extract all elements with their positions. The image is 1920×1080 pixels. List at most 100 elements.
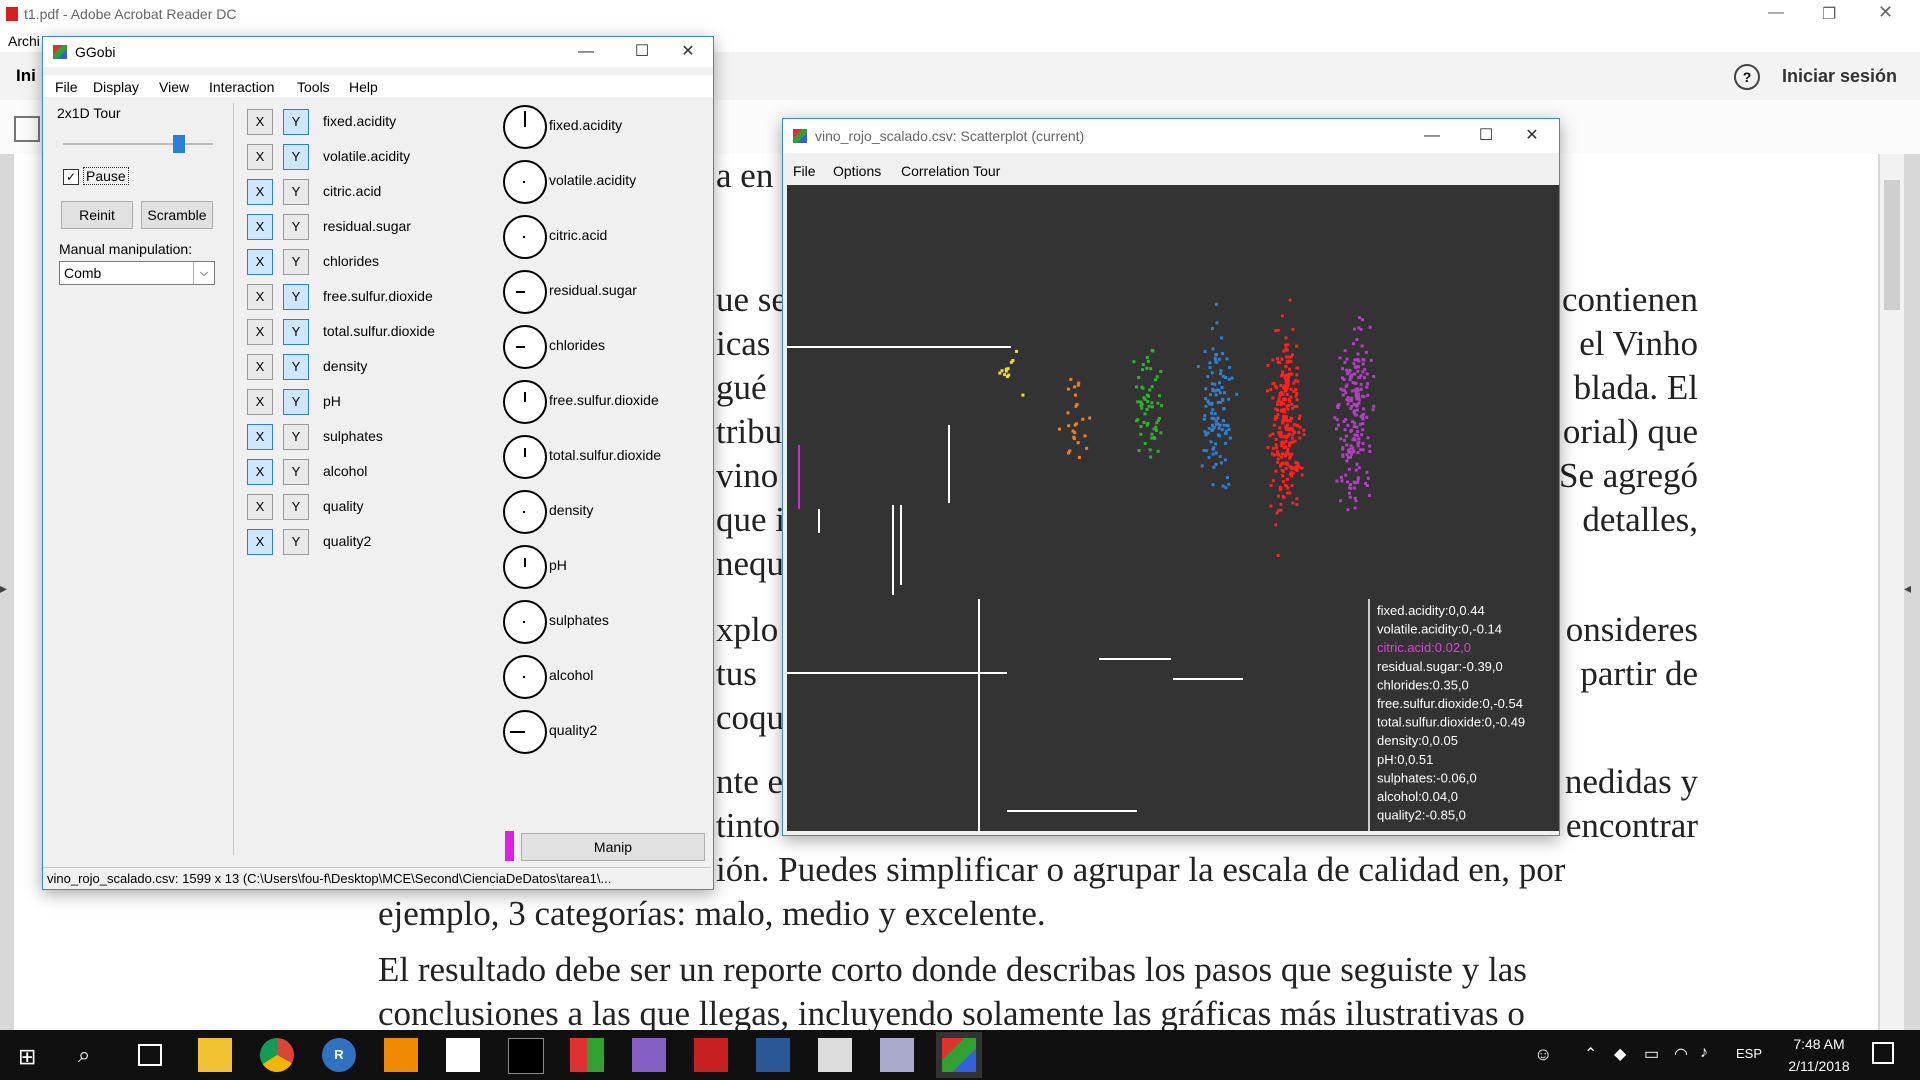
x-toggle-volatile.acidity[interactable]: X	[247, 144, 273, 170]
manip-button[interactable]: Manip	[521, 833, 705, 861]
tour-dial[interactable]	[503, 105, 547, 149]
terminal-icon[interactable]	[508, 1038, 544, 1074]
y-toggle-pH[interactable]: Y	[283, 389, 309, 415]
scramble-button[interactable]: Scramble	[141, 201, 213, 229]
y-toggle-chlorides[interactable]: Y	[283, 249, 309, 275]
menu-help[interactable]: Help	[349, 79, 378, 95]
pause-label[interactable]: Pause	[83, 167, 129, 185]
speed-slider-track[interactable]	[63, 143, 213, 145]
tour-dial[interactable]	[503, 270, 547, 314]
x-toggle-chlorides[interactable]: X	[247, 249, 273, 275]
chrome-icon[interactable]	[260, 1038, 294, 1072]
chevron-up-icon[interactable]: ⌃	[1584, 1046, 1598, 1063]
x-toggle-pH[interactable]: X	[247, 389, 273, 415]
save-icon[interactable]	[14, 116, 40, 142]
menu-display[interactable]: Display	[93, 79, 139, 95]
photos-icon[interactable]	[818, 1038, 852, 1072]
close-icon[interactable]: ✕	[681, 43, 695, 60]
y-toggle-citric.acid[interactable]: Y	[283, 179, 309, 205]
collapse-left-icon[interactable]: ▸	[0, 580, 8, 596]
tab-inicio[interactable]: Ini	[16, 66, 36, 85]
menu-options[interactable]: Options	[833, 163, 882, 179]
notifications-icon[interactable]	[1872, 1042, 1894, 1064]
y-toggle-sulphates[interactable]: Y	[283, 424, 309, 450]
battery-icon[interactable]: ▭	[1644, 1046, 1660, 1063]
y-toggle-residual.sugar[interactable]: Y	[283, 214, 309, 240]
menu-correlation-tour[interactable]: Correlation Tour	[901, 163, 1001, 179]
restore-icon[interactable]: ❐	[1822, 6, 1837, 23]
minimize-icon[interactable]: —	[578, 43, 594, 60]
clock-date[interactable]: 2/11/2018	[1788, 1058, 1850, 1074]
file-explorer-icon[interactable]	[198, 1038, 232, 1072]
x-toggle-density[interactable]: X	[247, 354, 273, 380]
chevron-down-icon[interactable]: ⌵	[193, 262, 214, 284]
tour-dial[interactable]	[503, 490, 547, 534]
acrobat-icon[interactable]	[694, 1038, 728, 1072]
pause-checkbox[interactable]: ✓	[63, 169, 79, 185]
x-toggle-quality2[interactable]: X	[247, 529, 273, 555]
menu-view[interactable]: View	[159, 79, 190, 95]
scatterplot-canvas[interactable]: fixed.acidity:0,0.44 volatile.acidity:0,-…	[787, 185, 1559, 831]
tour-dial[interactable]	[503, 710, 547, 754]
clock-time[interactable]: 7:48 AM	[1793, 1036, 1845, 1052]
signin-link[interactable]: Iniciar sesión	[1782, 66, 1898, 86]
y-toggle-total.sulfur.dioxide[interactable]: Y	[283, 319, 309, 345]
mail-icon[interactable]	[446, 1038, 480, 1072]
minimize-icon[interactable]: —	[1424, 127, 1440, 144]
reinit-button[interactable]: Reinit	[61, 201, 133, 229]
menu-interaction[interactable]: Interaction	[209, 79, 275, 95]
collapse-right-icon[interactable]: ◂	[1904, 580, 1912, 596]
sublime-icon[interactable]	[384, 1038, 418, 1072]
x-toggle-fixed.acidity[interactable]: X	[247, 109, 273, 135]
manual-manipulation-select[interactable]: Comb ⌵	[59, 261, 215, 285]
y-toggle-quality2[interactable]: Y	[283, 529, 309, 555]
help-icon[interactable]: ?	[1734, 64, 1760, 90]
menu-file[interactable]: File	[55, 79, 78, 95]
search-icon[interactable]: ⌕	[78, 1042, 91, 1067]
tour-dial[interactable]	[503, 545, 547, 589]
app-icon[interactable]	[570, 1038, 604, 1072]
tour-dial[interactable]	[503, 435, 547, 479]
task-view-icon[interactable]	[138, 1044, 162, 1066]
volume-icon[interactable]: ♪	[1700, 1044, 1708, 1061]
y-toggle-free.sulfur.dioxide[interactable]: Y	[283, 284, 309, 310]
close-icon[interactable]: ✕	[1878, 2, 1894, 22]
tour-dial[interactable]	[503, 325, 547, 369]
y-toggle-density[interactable]: Y	[283, 354, 309, 380]
tour-dial[interactable]	[503, 655, 547, 699]
x-toggle-sulphates[interactable]: X	[247, 424, 273, 450]
y-toggle-quality[interactable]: Y	[283, 494, 309, 520]
generic-app-icon[interactable]	[880, 1038, 914, 1072]
speed-slider-thumb[interactable]	[173, 135, 185, 153]
r-icon[interactable]: R	[322, 1038, 356, 1072]
dropbox-icon[interactable]: ◆	[1614, 1046, 1627, 1063]
tour-dial[interactable]	[503, 600, 547, 644]
y-toggle-alcohol[interactable]: Y	[283, 459, 309, 485]
y-toggle-volatile.acidity[interactable]: Y	[283, 144, 309, 170]
x-toggle-quality[interactable]: X	[247, 494, 273, 520]
y-toggle-fixed.acidity[interactable]: Y	[283, 109, 309, 135]
maximize-icon[interactable]: ☐	[1478, 127, 1494, 144]
ggobi-taskbar-icon[interactable]	[936, 1032, 982, 1078]
x-toggle-total.sulfur.dioxide[interactable]: X	[247, 319, 273, 345]
visual-studio-icon[interactable]	[632, 1038, 666, 1072]
windows-start-icon[interactable]: ⊞	[18, 1044, 37, 1069]
document-scroll-thumb[interactable]	[1884, 180, 1900, 310]
x-toggle-free.sulfur.dioxide[interactable]: X	[247, 284, 273, 310]
menu-archivo[interactable]: Archi	[8, 33, 40, 49]
tour-dial[interactable]	[503, 215, 547, 259]
minimize-icon[interactable]: —	[1768, 4, 1784, 21]
x-toggle-alcohol[interactable]: X	[247, 459, 273, 485]
maximize-icon[interactable]: ☐	[634, 43, 650, 60]
x-toggle-residual.sugar[interactable]: X	[247, 214, 273, 240]
close-icon[interactable]: ✕	[1525, 127, 1539, 144]
x-toggle-citric.acid[interactable]: X	[247, 179, 273, 205]
people-icon[interactable]: ☺	[1534, 1044, 1553, 1064]
menu-tools[interactable]: Tools	[297, 79, 330, 95]
language-indicator[interactable]: ESP	[1736, 1046, 1763, 1061]
wifi-icon[interactable]: ◠	[1674, 1046, 1688, 1063]
menu-file[interactable]: File	[793, 163, 816, 179]
tour-dial[interactable]	[503, 160, 547, 204]
tour-dial[interactable]	[503, 380, 547, 424]
word-icon[interactable]	[756, 1038, 790, 1072]
